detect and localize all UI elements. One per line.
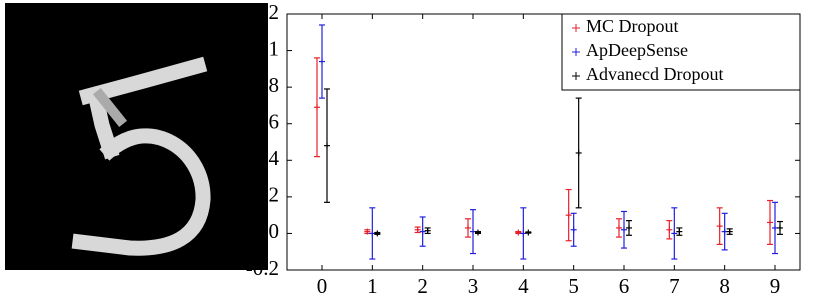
digit-stroke (92, 87, 128, 128)
error-bar (565, 188, 572, 242)
error-bar (525, 229, 532, 236)
error-bar (465, 218, 471, 238)
y-tick-label: 0.8 (253, 73, 279, 97)
y-tick-label: -0.2 (246, 256, 279, 280)
y-tick-label: 0 (269, 219, 280, 243)
digit-bowl (71, 128, 211, 256)
digit-strokes (71, 56, 211, 256)
legend-label: Advanecd Dropout (586, 64, 723, 84)
error-bar (575, 97, 582, 209)
legend-box (561, 13, 801, 91)
error-bar (515, 229, 522, 236)
error-bar (324, 88, 330, 203)
x-tick-label: 5 (568, 274, 579, 298)
error-bar (666, 220, 673, 240)
x-tick-label: 0 (317, 274, 328, 298)
x-tick-label: 7 (669, 274, 680, 298)
y-tick-label: 0.2 (253, 183, 279, 207)
error-bar (414, 226, 421, 234)
error-bar (716, 207, 723, 245)
x-tick-label: 4 (518, 274, 529, 298)
error-bar (570, 212, 577, 247)
x-tick-label: 8 (719, 274, 730, 298)
error-bar (621, 210, 627, 249)
error-bar (767, 199, 773, 245)
error-bar (424, 227, 431, 235)
x-tick-label: 9 (770, 274, 781, 298)
error-bar (777, 220, 783, 235)
error-bar (721, 212, 728, 251)
legend: MC Dropout ApDeepSense Advanecd Dropout (561, 13, 801, 91)
plot-frame (286, 13, 801, 271)
y-tick-label: 1 (269, 36, 280, 60)
error-bar (726, 228, 733, 235)
y-tick-label: 0.6 (253, 110, 279, 134)
x-tick-label: 1 (367, 274, 378, 298)
error-bar (671, 207, 678, 260)
digit-stem (87, 89, 120, 160)
x-tick-label: 6 (619, 274, 630, 298)
error-bar (319, 24, 325, 99)
y-tick-label: 1.2 (253, 0, 279, 24)
error-bar (419, 216, 426, 247)
error-bar (475, 229, 481, 236)
error-bar (676, 227, 683, 236)
digit-top (78, 56, 208, 106)
digit-image (5, 3, 268, 270)
x-tick-label: 3 (468, 274, 479, 298)
error-bar (626, 220, 632, 236)
error-bar (314, 57, 320, 158)
y-tick-label: 0.4 (253, 146, 280, 170)
x-tick-label: 2 (417, 274, 428, 298)
error-bar (374, 230, 381, 237)
legend-label: MC Dropout (586, 16, 679, 36)
error-bar (520, 207, 527, 260)
error-bar (616, 218, 622, 238)
error-bar (470, 209, 476, 255)
legend-label: ApDeepSense (586, 40, 688, 60)
